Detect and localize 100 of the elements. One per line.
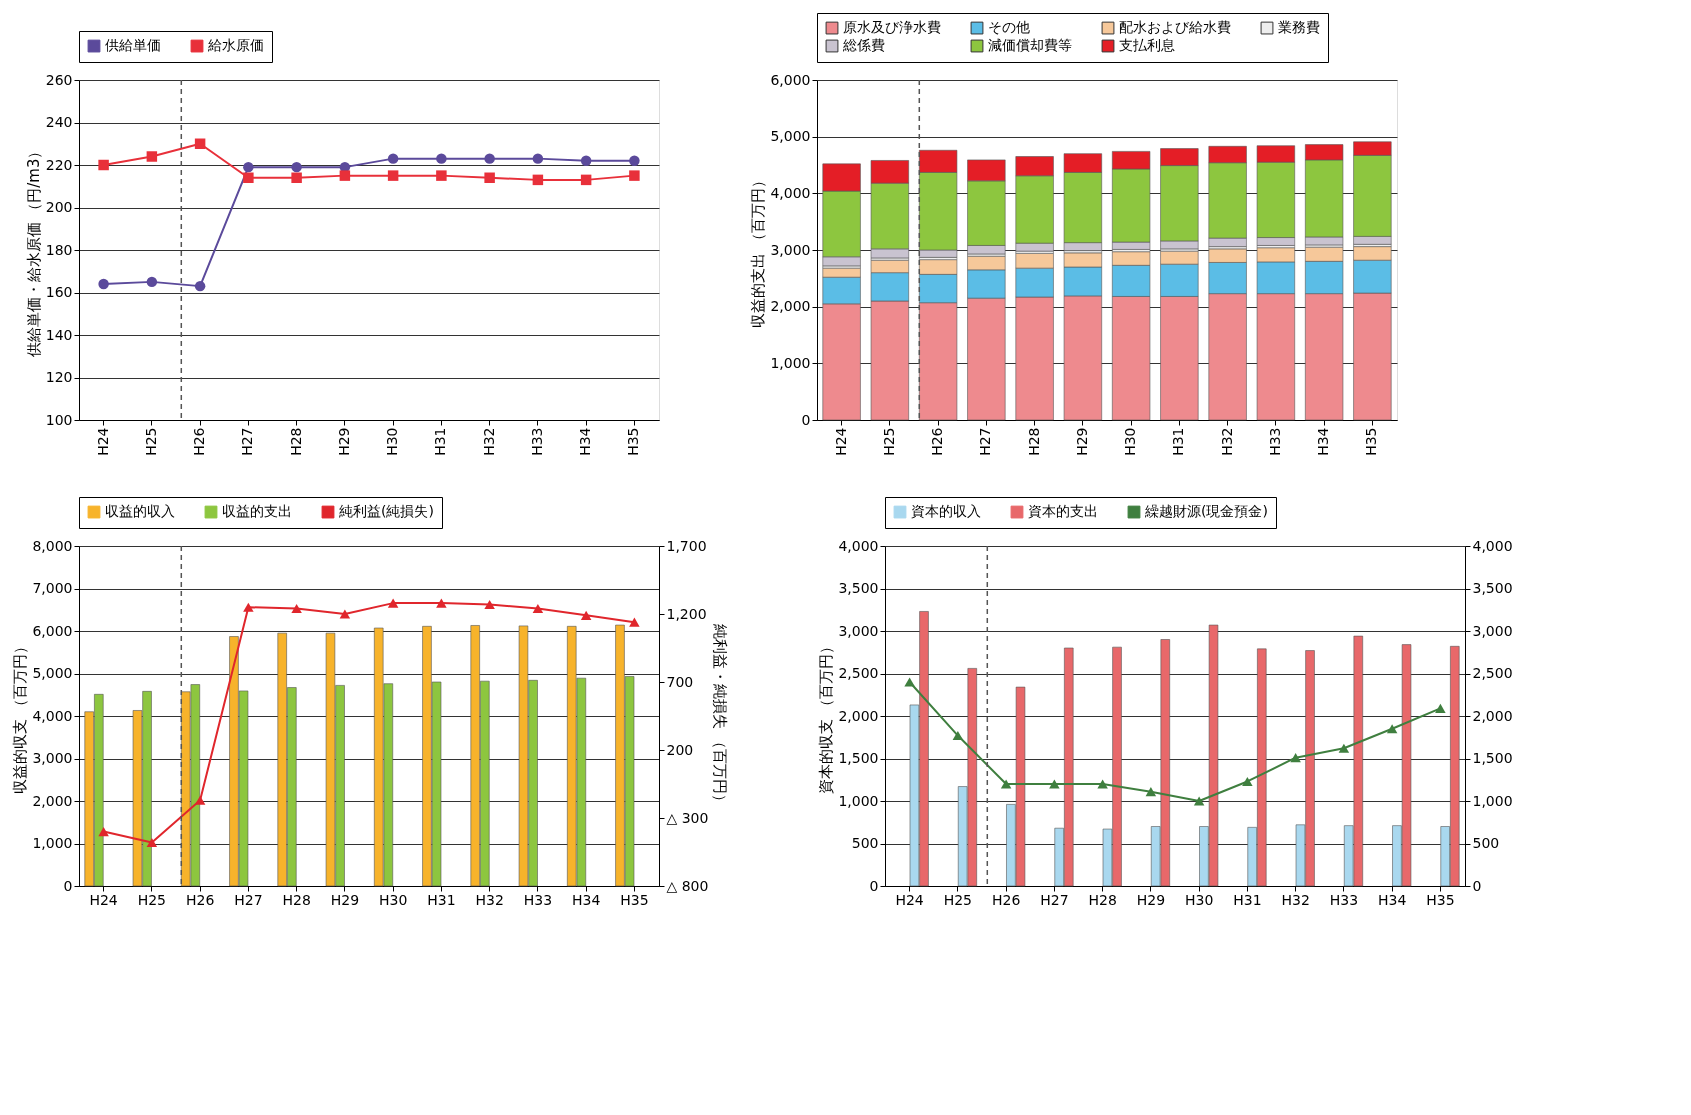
x-tick-label: H33 bbox=[1329, 891, 1359, 908]
x-tick-label: H33 bbox=[528, 427, 545, 456]
point bbox=[532, 153, 544, 164]
x-tick-label: H27 bbox=[977, 427, 994, 456]
point bbox=[580, 610, 592, 620]
point bbox=[1097, 779, 1108, 789]
y2-tick-label: 500 bbox=[1472, 835, 1500, 851]
x-tick-label: H26 bbox=[929, 427, 946, 456]
x-tick-label: H32 bbox=[480, 427, 497, 456]
y-tick-label: 2,000 bbox=[770, 298, 811, 315]
legend-label: 減価償却費等 bbox=[988, 37, 1072, 53]
y2-tick-label: 1,000 bbox=[1472, 792, 1513, 809]
y-tick-label: 3,000 bbox=[770, 241, 811, 258]
y-tick-label: 100 bbox=[45, 411, 73, 428]
y-tick-label: 240 bbox=[45, 114, 73, 130]
x-tick-label: H34 bbox=[577, 427, 594, 456]
x-tick-label: H26 bbox=[185, 891, 215, 908]
y-tick-label: 1,000 bbox=[838, 792, 879, 809]
x-tick-label: H33 bbox=[523, 891, 553, 908]
y2-tick-label: 1,500 bbox=[1472, 750, 1513, 766]
y-tick-label: 180 bbox=[45, 241, 73, 258]
point bbox=[146, 151, 158, 162]
x-tick-label: H24 bbox=[832, 427, 849, 456]
x-tick-label: H24 bbox=[895, 891, 924, 908]
point bbox=[629, 617, 640, 627]
x-tick-label: H27 bbox=[234, 891, 263, 908]
point bbox=[580, 155, 592, 166]
point bbox=[243, 602, 254, 612]
x-tick-label: H32 bbox=[1218, 427, 1235, 456]
point bbox=[291, 161, 302, 173]
x-tick-label: H27 bbox=[1040, 891, 1069, 908]
x-tick-label: H25 bbox=[943, 891, 973, 908]
point bbox=[1193, 796, 1205, 806]
y2-tick-label: 700 bbox=[666, 673, 694, 690]
x-tick-label: H35 bbox=[1363, 427, 1380, 456]
y-tick-label: 3,500 bbox=[838, 580, 879, 596]
point bbox=[952, 731, 964, 741]
y-tick-label: 4,000 bbox=[770, 184, 811, 201]
y-tick-label: 260 bbox=[45, 71, 73, 88]
legend-label: 支払利息 bbox=[1119, 37, 1175, 53]
x-tick-label: H24 bbox=[89, 891, 118, 908]
point bbox=[904, 677, 915, 687]
x-tick-label: H35 bbox=[620, 891, 649, 908]
x-tick-label: H32 bbox=[1281, 891, 1310, 908]
point bbox=[194, 795, 206, 805]
x-tick-label: H29 bbox=[1073, 427, 1090, 456]
legend-label: 繰越財源(現金預金) bbox=[1144, 503, 1268, 520]
point bbox=[243, 161, 254, 173]
legend-label: 純利益(純損失) bbox=[339, 503, 434, 520]
point bbox=[1435, 703, 1446, 713]
x-tick-label: H33 bbox=[1266, 427, 1283, 456]
x-tick-label: H31 bbox=[1233, 891, 1262, 908]
x-tick-label: H35 bbox=[1426, 891, 1455, 908]
point bbox=[484, 599, 495, 610]
point bbox=[436, 153, 447, 164]
x-tick-label: H24 bbox=[94, 427, 111, 456]
x-tick-label: H32 bbox=[475, 891, 504, 908]
y-tick-label: 500 bbox=[851, 835, 879, 851]
legend-label: 原水及び浄水費 bbox=[843, 19, 941, 36]
point bbox=[146, 276, 158, 288]
y-axis-title: 収益的収支 （百万円） bbox=[11, 639, 30, 794]
y2-tick-label: 3,000 bbox=[1472, 622, 1513, 639]
x-tick-label: H25 bbox=[880, 427, 897, 456]
x-tick-label: H29 bbox=[335, 427, 352, 456]
y2-tick-label: 1,700 bbox=[666, 537, 707, 554]
x-tick-label: H30 bbox=[378, 891, 408, 908]
point bbox=[484, 172, 495, 183]
y-tick-label: 6,000 bbox=[32, 622, 73, 639]
y-tick-label: 7,000 bbox=[32, 580, 73, 596]
point bbox=[1338, 743, 1350, 753]
point bbox=[1049, 779, 1060, 789]
x-tick-label: H34 bbox=[571, 891, 601, 908]
point bbox=[194, 280, 206, 292]
legend-label: 配水および給水費 bbox=[1119, 19, 1231, 36]
legend-label: 業務費 bbox=[1278, 19, 1320, 36]
x-tick-label: H25 bbox=[142, 427, 159, 456]
point bbox=[387, 598, 399, 608]
y-tick-label: 1,500 bbox=[838, 750, 879, 766]
y-tick-label: 0 bbox=[63, 877, 73, 894]
point bbox=[629, 170, 640, 181]
x-tick-label: H31 bbox=[432, 427, 449, 456]
y-tick-label: 160 bbox=[45, 284, 73, 300]
x-tick-label: H26 bbox=[991, 891, 1021, 908]
y2-tick-label: △ 800 bbox=[666, 877, 709, 894]
point bbox=[532, 174, 544, 186]
y-tick-label: 5,000 bbox=[32, 665, 73, 681]
y-axis-title: 供給単価・給水原価 （円/m3） bbox=[24, 143, 43, 358]
y-tick-label: 5,000 bbox=[770, 128, 811, 145]
x-tick-label: H28 bbox=[1088, 891, 1117, 908]
point bbox=[1145, 787, 1157, 797]
y2-tick-label: 200 bbox=[666, 741, 694, 758]
y2-axis-title: 純利益・純損失 （百万円） bbox=[711, 624, 730, 809]
point bbox=[146, 837, 158, 848]
y2-tick-label: 4,000 bbox=[1472, 537, 1513, 554]
y-tick-label: 2,500 bbox=[838, 665, 879, 681]
point bbox=[339, 609, 351, 619]
y2-tick-label: 3,500 bbox=[1472, 580, 1513, 596]
y-tick-label: 3,000 bbox=[32, 750, 73, 766]
y2-tick-label: 1,200 bbox=[666, 605, 707, 622]
y2-tick-label: △ 300 bbox=[666, 809, 709, 826]
